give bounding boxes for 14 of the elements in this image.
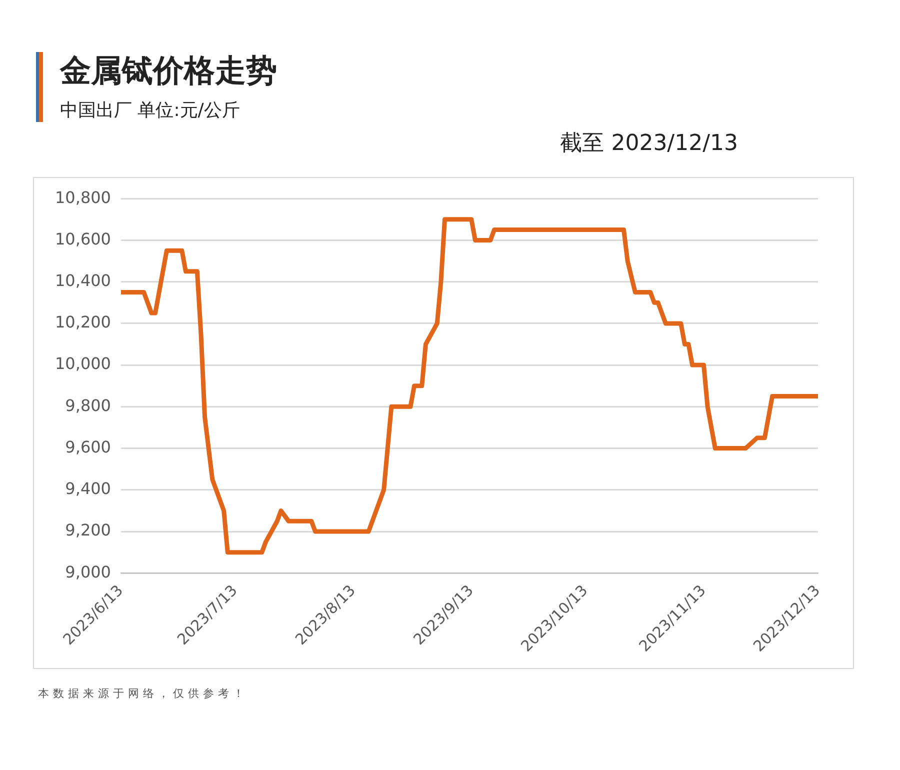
y-tick-label: 10,400	[55, 270, 111, 290]
y-tick-label: 10,600	[55, 229, 111, 248]
y-tick-label: 10,800	[55, 188, 111, 207]
y-tick-label: 9,600	[65, 437, 111, 456]
y-tick-label: 9,200	[65, 520, 111, 540]
y-tick-label: 10,200	[55, 312, 111, 332]
y-tick-label: 9,800	[65, 396, 111, 415]
y-tick-label: 9,000	[65, 562, 111, 582]
y-tick-label: 9,400	[65, 479, 111, 498]
y-tick-label: 10,000	[55, 354, 111, 374]
text: 截至 2023/12/13	[560, 130, 738, 158]
text: 本数据来源于网络，仅供参考！	[38, 686, 248, 701]
chart-title: 金属铽价格走势	[60, 52, 277, 91]
chart-subtitle: 中国出厂 单位:元/公斤	[60, 99, 240, 122]
